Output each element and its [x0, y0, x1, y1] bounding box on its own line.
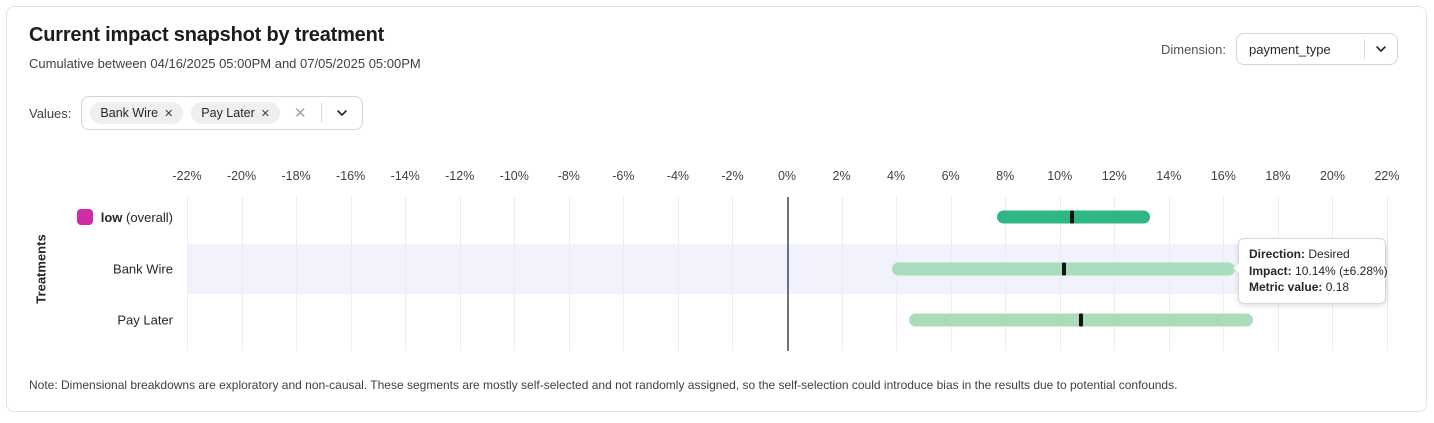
- values-label: Values:: [29, 105, 72, 121]
- x-axis-tick-label: -6%: [612, 169, 635, 183]
- treatment-row-label: low (overall): [7, 209, 173, 225]
- x-axis-tick-label: -22%: [172, 169, 202, 183]
- tooltip-impact: Impact: 10.14% (±6.28%): [1249, 263, 1388, 278]
- x-axis-tick-label: -4%: [666, 169, 690, 183]
- chevron-down-icon[interactable]: [330, 105, 354, 121]
- values-multiselect[interactable]: Bank Wire ✕ Pay Later ✕ ✕: [81, 96, 363, 130]
- x-axis-tick-label: -2%: [721, 169, 744, 183]
- chips-container: Bank Wire ✕ Pay Later ✕: [90, 102, 288, 124]
- treatment-row-label: Pay Later: [117, 312, 173, 328]
- x-axis-tick-label: 18%: [1265, 169, 1291, 183]
- gridline: [405, 197, 407, 351]
- filter-chip-label: Pay Later: [201, 106, 255, 120]
- impact-point-marker: [1079, 313, 1084, 327]
- x-axis-tick-label: 10%: [1047, 169, 1073, 183]
- x-axis-tick-label: 14%: [1156, 169, 1182, 183]
- x-axis-tick-label: 20%: [1319, 169, 1345, 183]
- treatment-row-label: Bank Wire: [113, 261, 173, 277]
- x-axis-tick-label: 12%: [1101, 169, 1127, 183]
- x-axis-tick-label: 16%: [1210, 169, 1236, 183]
- gridline: [514, 197, 516, 351]
- gridline: [1387, 197, 1388, 351]
- dimension-control: Dimension: payment_type: [1161, 33, 1398, 65]
- impact-snapshot-card: Current impact snapshot by treatment Cum…: [6, 6, 1427, 412]
- gridline: [459, 197, 461, 351]
- dimension-select[interactable]: payment_type: [1236, 33, 1398, 65]
- x-axis-tick-label: 2%: [832, 169, 851, 183]
- impact-point-marker: [1061, 262, 1066, 276]
- x-axis-tick-label: 0%: [777, 169, 797, 183]
- clear-all-icon[interactable]: ✕: [294, 105, 307, 122]
- filter-chip[interactable]: Bank Wire ✕: [90, 102, 184, 124]
- divider: [320, 103, 322, 123]
- chip-remove-icon[interactable]: ✕: [260, 107, 271, 120]
- gridline: [296, 197, 298, 351]
- dimension-label: Dimension:: [1160, 41, 1226, 57]
- tooltip-metric-value: Metric value: 0.18: [1249, 280, 1350, 294]
- gridline: [841, 197, 843, 351]
- impact-chart: Treatments Direction: Desired Impact: 10…: [7, 161, 1428, 361]
- filter-chip-label: Bank Wire: [100, 106, 159, 120]
- footnote: Note: Dimensional breakdowns are explora…: [29, 378, 1178, 392]
- values-filter: Values: Bank Wire ✕ Pay Later ✕ ✕: [29, 96, 363, 130]
- x-axis-tick-label: -10%: [499, 169, 529, 183]
- filter-chip[interactable]: Pay Later ✕: [191, 102, 281, 124]
- legend-swatch: [76, 209, 93, 225]
- x-axis-tick-label: 6%: [941, 169, 960, 183]
- x-axis-tick-label: -12%: [445, 169, 475, 183]
- page-title: Current impact snapshot by treatment: [29, 24, 385, 46]
- gridline: [732, 197, 734, 351]
- divider: [1364, 39, 1365, 59]
- chip-remove-icon[interactable]: ✕: [164, 107, 174, 120]
- gridline: [623, 197, 625, 351]
- impact-point-marker: [1070, 210, 1075, 224]
- x-axis-tick-label: 8%: [996, 169, 1015, 183]
- x-axis-tick-label: -18%: [281, 169, 311, 183]
- dimension-selected-value: payment_type: [1249, 41, 1331, 57]
- tooltip-direction: Direction: Desired: [1249, 247, 1350, 261]
- date-range-subtitle: Cumulative between 04/16/2025 05:00PM an…: [29, 56, 421, 71]
- zero-axis-line: [787, 197, 789, 351]
- gridline: [677, 197, 679, 351]
- x-axis-tick-label: -8%: [557, 169, 580, 183]
- x-axis-tick-label: -16%: [336, 169, 366, 183]
- chevron-down-icon: [1373, 41, 1389, 57]
- gridline: [187, 197, 188, 351]
- bar-tooltip: Direction: Desired Impact: 10.14% (±6.28…: [1232, 238, 1388, 304]
- gridline: [568, 197, 570, 351]
- x-axis-tick-label: 4%: [887, 169, 906, 183]
- gridline: [241, 197, 243, 351]
- x-axis-tick-label: 22%: [1374, 169, 1400, 183]
- gridline: [350, 197, 352, 351]
- x-axis-tick-label: -14%: [390, 169, 420, 183]
- x-axis-tick-label: -20%: [226, 169, 257, 183]
